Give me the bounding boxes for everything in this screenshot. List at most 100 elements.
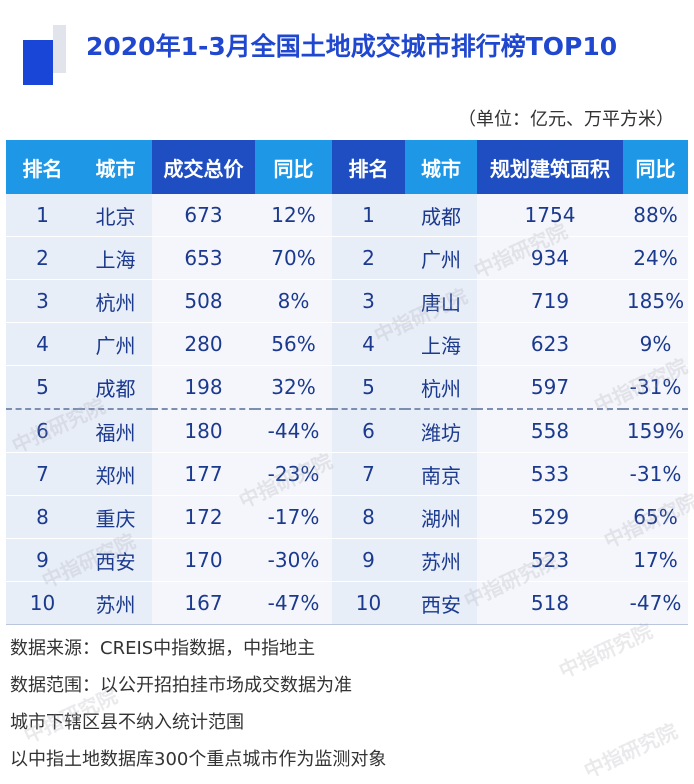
notes-block: 数据来源：CREIS中指数据，中指地主 数据范围：以公开招拍挂市场成交数据为准 … xyxy=(10,630,386,778)
cell-yoy-left: 70% xyxy=(255,236,332,280)
title-block: 2020年1-3月全国土地成交城市排行榜TOP10 xyxy=(0,0,694,95)
cell-total-price: 653 xyxy=(152,236,255,280)
cell-rank-right: 9 xyxy=(332,538,405,582)
title-decoration-block xyxy=(23,40,53,85)
cell-city-left: 重庆 xyxy=(79,495,152,539)
cell-floor-area: 623 xyxy=(477,322,623,366)
cell-total-price: 673 xyxy=(152,194,255,237)
cell-city-left: 广州 xyxy=(79,322,152,366)
table-row: 10 苏州 167 -47% 10 西安 518 -47% xyxy=(6,581,688,625)
cell-yoy-right: 65% xyxy=(623,495,688,539)
cell-rank-right: 1 xyxy=(332,194,405,237)
note-monitoring: 以中指土地数据库300个重点城市作为监测对象 xyxy=(10,749,387,770)
cell-floor-area: 597 xyxy=(477,365,623,410)
unit-label: （单位：亿元、万平方米） xyxy=(458,109,674,130)
cell-total-price: 280 xyxy=(152,322,255,366)
cell-city-left: 福州 xyxy=(79,408,152,453)
header-yoy-right: 同比 xyxy=(623,140,688,194)
cell-yoy-left: 32% xyxy=(255,365,332,410)
table-row: 8 重庆 172 -17% 8 湖州 529 65% xyxy=(6,495,688,539)
cell-rank-right: 5 xyxy=(332,365,405,410)
cell-city-left: 郑州 xyxy=(79,452,152,496)
cell-city-right: 西安 xyxy=(405,581,477,625)
table-row: 6 福州 180 -44% 6 潍坊 558 159% xyxy=(6,408,688,453)
cell-city-right: 南京 xyxy=(405,452,477,496)
cell-yoy-right: 159% xyxy=(623,408,688,453)
cell-rank-right: 8 xyxy=(332,495,405,539)
cell-city-left: 北京 xyxy=(79,194,152,237)
cell-rank-right: 7 xyxy=(332,452,405,496)
cell-rank-right: 3 xyxy=(332,279,405,323)
cell-city-right: 潍坊 xyxy=(405,408,477,453)
cell-floor-area: 934 xyxy=(477,236,623,280)
page-title: 2020年1-3月全国土地成交城市排行榜TOP10 xyxy=(86,32,618,61)
cell-yoy-left: 8% xyxy=(255,279,332,323)
cell-yoy-left: -30% xyxy=(255,538,332,582)
cell-total-price: 198 xyxy=(152,365,255,410)
cell-city-left: 西安 xyxy=(79,538,152,582)
cell-city-right: 湖州 xyxy=(405,495,477,539)
cell-rank-left: 10 xyxy=(6,581,79,625)
cell-total-price: 508 xyxy=(152,279,255,323)
cell-rank-left: 7 xyxy=(6,452,79,496)
cell-yoy-right: -47% xyxy=(623,581,688,625)
note-scope: 数据范围：以公开招拍挂市场成交数据为准 xyxy=(10,675,352,696)
cell-yoy-left: 12% xyxy=(255,194,332,237)
cell-yoy-left: 56% xyxy=(255,322,332,366)
header-total-price: 成交总价 xyxy=(152,140,255,194)
cell-floor-area: 529 xyxy=(477,495,623,539)
cell-rank-left: 6 xyxy=(6,408,79,453)
header-rank-right: 排名 xyxy=(332,140,405,194)
cell-floor-area: 518 xyxy=(477,581,623,625)
cell-yoy-right: 9% xyxy=(623,322,688,366)
header-floor-area: 规划建筑面积 xyxy=(477,140,623,194)
cell-floor-area: 558 xyxy=(477,408,623,453)
table-row: 7 郑州 177 -23% 7 南京 533 -31% xyxy=(6,452,688,496)
cell-city-right: 成都 xyxy=(405,194,477,237)
cell-city-right: 广州 xyxy=(405,236,477,280)
header-yoy-left: 同比 xyxy=(255,140,332,194)
cell-floor-area: 533 xyxy=(477,452,623,496)
cell-city-left: 苏州 xyxy=(79,581,152,625)
cell-yoy-right: 17% xyxy=(623,538,688,582)
title-decoration-shadow xyxy=(53,25,66,73)
cell-rank-right: 6 xyxy=(332,408,405,453)
header-city-right: 城市 xyxy=(405,140,477,194)
cell-total-price: 180 xyxy=(152,408,255,453)
cell-total-price: 167 xyxy=(152,581,255,625)
cell-total-price: 177 xyxy=(152,452,255,496)
cell-rank-left: 9 xyxy=(6,538,79,582)
cell-city-left: 成都 xyxy=(79,365,152,410)
table-header-row: 排名 城市 成交总价 同比 排名 城市 规划建筑面积 同比 xyxy=(6,140,688,194)
cell-city-right: 杭州 xyxy=(405,365,477,410)
table-row: 9 西安 170 -30% 9 苏州 523 17% xyxy=(6,538,688,582)
cell-city-right: 上海 xyxy=(405,322,477,366)
header-city-left: 城市 xyxy=(79,140,152,194)
cell-yoy-left: -44% xyxy=(255,408,332,453)
cell-yoy-right: -31% xyxy=(623,452,688,496)
note-exclusion: 城市下辖区县不纳入统计范围 xyxy=(10,712,244,733)
cell-yoy-left: -17% xyxy=(255,495,332,539)
cell-yoy-right: 185% xyxy=(623,279,688,323)
cell-floor-area: 1754 xyxy=(477,194,623,237)
cell-yoy-right: -31% xyxy=(623,365,688,410)
cell-city-left: 杭州 xyxy=(79,279,152,323)
cell-rank-left: 5 xyxy=(6,365,79,410)
cell-total-price: 172 xyxy=(152,495,255,539)
cell-yoy-right: 24% xyxy=(623,236,688,280)
cell-floor-area: 523 xyxy=(477,538,623,582)
note-source: 数据来源：CREIS中指数据，中指地主 xyxy=(10,638,316,659)
ranking-table: 排名 城市 成交总价 同比 排名 城市 规划建筑面积 同比 1 北京 673 12% 1… xyxy=(6,140,688,625)
table-row: 5 成都 198 32% 5 杭州 597 -31% xyxy=(6,365,688,410)
header-rank-left: 排名 xyxy=(6,140,79,194)
cell-yoy-right: 88% xyxy=(623,194,688,237)
cell-yoy-left: -47% xyxy=(255,581,332,625)
table-row: 2 上海 653 70% 2 广州 934 24% xyxy=(6,236,688,280)
cell-rank-right: 10 xyxy=(332,581,405,625)
watermark: 中指研究院 xyxy=(555,618,657,683)
table-row: 1 北京 673 12% 1 成都 1754 88% xyxy=(6,194,688,237)
table-row: 4 广州 280 56% 4 上海 623 9% xyxy=(6,322,688,366)
cell-city-left: 上海 xyxy=(79,236,152,280)
cell-floor-area: 719 xyxy=(477,279,623,323)
cell-rank-left: 1 xyxy=(6,194,79,237)
